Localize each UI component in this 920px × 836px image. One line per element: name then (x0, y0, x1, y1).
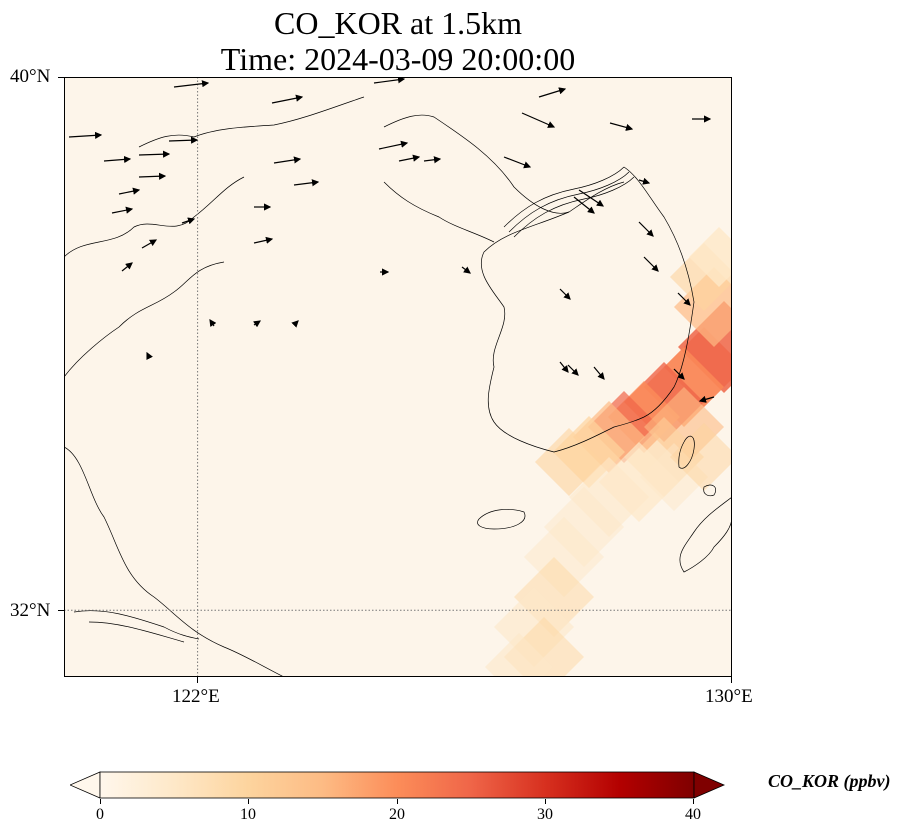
map-time-subtitle: Time: 2024-03-09 20:00:00 (220, 41, 576, 77)
lon-tickmark-122e (197, 677, 198, 683)
colorbar-tickmark-20 (397, 799, 398, 804)
map-background (64, 77, 732, 677)
wind-arrow (271, 94, 304, 104)
wind-arrow (378, 140, 409, 150)
wind-arrow (111, 206, 134, 214)
wind-arrow (121, 262, 133, 272)
wind-arrow (538, 87, 567, 98)
wind-arrow (253, 320, 261, 328)
wind-vectors (68, 77, 715, 403)
plume-cell (689, 227, 732, 287)
wind-arrow (293, 179, 320, 187)
wind-arrow (209, 319, 217, 327)
plume-cell (485, 633, 553, 677)
map-plot-area (64, 77, 732, 677)
colorbar-tickmark-10 (248, 799, 249, 804)
wind-arrow (373, 77, 406, 84)
lon-tick-130e: 130°E (705, 686, 753, 707)
wind-arrow (578, 189, 604, 207)
wind-arrow (423, 156, 442, 164)
wind-arrow (68, 131, 103, 139)
wind-arrow (559, 288, 571, 300)
lat-tick-32n: 32°N (10, 600, 51, 621)
colorbar (70, 771, 726, 799)
colorbar-extend-low (70, 771, 101, 799)
coastlines (64, 96, 732, 677)
colorbar-gradient (99, 771, 695, 799)
wind-arrow (291, 320, 299, 328)
map-frame (64, 77, 732, 677)
wind-arrow (118, 187, 141, 195)
colorbar-tick-40: 40 (685, 806, 701, 823)
lon-tickmark-130e (731, 677, 732, 683)
wind-arrow (609, 122, 634, 131)
colorbar-tick-30: 30 (537, 806, 553, 823)
wind-arrow (573, 196, 595, 214)
wind-arrow (461, 266, 471, 274)
plume-cell (524, 517, 604, 597)
wind-arrow (146, 351, 153, 360)
wind-arrow (168, 136, 199, 144)
wind-arrow (181, 217, 196, 225)
co-concentration-plume (485, 227, 732, 677)
plume-cell (535, 428, 603, 496)
wind-arrow (253, 236, 274, 244)
colorbar-tick-0: 0 (96, 806, 104, 823)
map-title: CO_KOR at 1.5km (274, 5, 522, 41)
colorbar-tick-20: 20 (389, 806, 405, 823)
wind-arrow (673, 368, 685, 380)
lat-tickmark-32n (58, 610, 64, 611)
lat-tickmark-40n (58, 77, 64, 78)
wind-arrow (521, 112, 556, 128)
plume-cell (670, 423, 732, 491)
colorbar-extend-high (693, 771, 726, 799)
wind-arrow (503, 156, 532, 169)
wind-arrow (698, 395, 715, 403)
wind-arrow (638, 177, 651, 185)
wind-arrow (643, 256, 659, 272)
wind-arrow (103, 155, 132, 164)
colorbar-label: CO_KOR (ppbv) (768, 771, 891, 791)
wind-arrow (138, 172, 167, 180)
colorbar-tickmark-40 (693, 799, 694, 804)
wind-arrow (567, 364, 579, 376)
lat-tick-40n: 40°N (10, 66, 51, 87)
wind-arrow (638, 221, 654, 237)
wind-arrow (273, 156, 302, 164)
wind-arrow (677, 292, 691, 306)
wind-arrow (173, 80, 210, 88)
wind-arrow (593, 366, 605, 380)
colorbar-tickmark-30 (545, 799, 546, 804)
wind-arrow (138, 150, 171, 158)
wind-arrow (141, 239, 158, 249)
colorbar-tick-10: 10 (240, 806, 256, 823)
wind-arrow (398, 154, 421, 162)
lon-tick-122e: 122°E (172, 686, 220, 707)
colorbar-tickmark-0 (100, 799, 101, 804)
wind-arrow (559, 361, 569, 373)
